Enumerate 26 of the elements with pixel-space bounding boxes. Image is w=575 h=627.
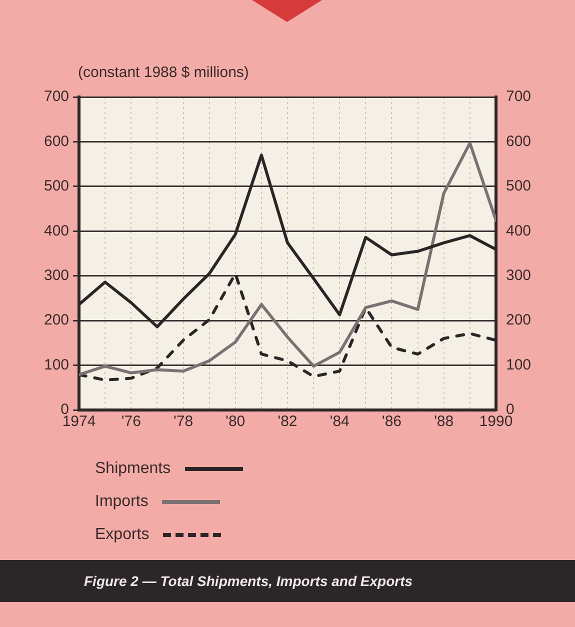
x-tick-label: '80 (226, 413, 246, 430)
x-tick-label: '78 (173, 413, 194, 430)
x-tick-label: '88 (434, 413, 454, 430)
legend-label: Shipments (95, 460, 171, 478)
y2-tick-label: 300 (506, 267, 532, 284)
y-tick-label: 400 (44, 222, 70, 240)
x-tick-label: '84 (330, 413, 350, 430)
y2-tick-label: 700 (506, 88, 532, 106)
y2-tick-label: 100 (506, 356, 532, 374)
y-tick-label: 600 (44, 132, 70, 150)
x-tick-label: '82 (278, 413, 298, 430)
y2-tick-label: 500 (506, 178, 532, 195)
y-tick-label: 100 (44, 356, 70, 374)
x-tick-label: '86 (382, 413, 402, 430)
y2-tick-label: 400 (506, 222, 532, 240)
y-tick-label: 500 (44, 178, 70, 195)
legend-label: Imports (95, 492, 148, 510)
x-tick-label: '76 (121, 413, 141, 430)
y-tick-label: 300 (44, 267, 70, 284)
text: Figure 2 — Total Shipments, Imports and Exports (0, 560, 575, 602)
y2-tick-label: 600 (506, 132, 532, 150)
y-tick-label: 200 (44, 312, 70, 329)
y-tick-label: 700 (44, 88, 70, 106)
y-axis-title: (constant 1988 $ millions) (78, 64, 249, 81)
legend-label: Exports (95, 526, 150, 544)
y2-tick-label: 200 (506, 312, 532, 329)
